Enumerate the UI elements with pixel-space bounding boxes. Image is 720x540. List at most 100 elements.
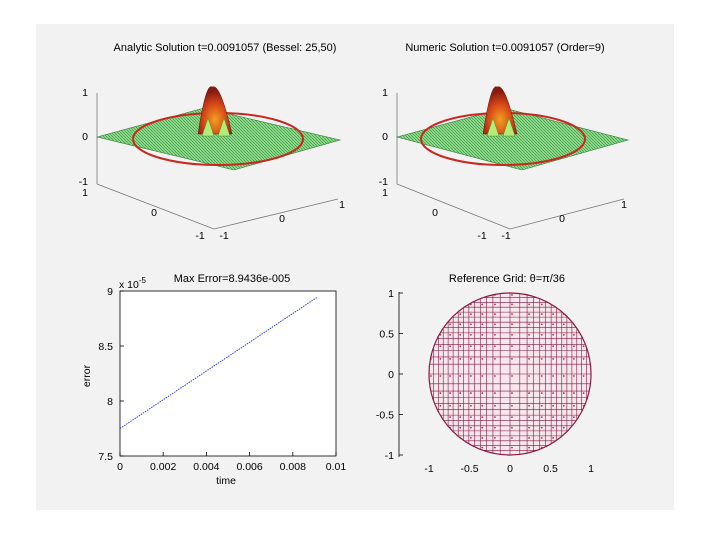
grid-node	[572, 358, 575, 360]
grid-node	[552, 416, 555, 419]
grid-node	[469, 333, 472, 336]
grid-node	[469, 436, 472, 439]
y-tick-label: 0	[388, 369, 394, 381]
x-tick-label: 0.008	[280, 461, 306, 473]
grid-node	[439, 404, 442, 407]
grid-node	[528, 416, 530, 419]
grid-node	[572, 404, 575, 407]
grid-node	[459, 426, 462, 429]
grid-node	[481, 416, 484, 419]
grid-node	[552, 345, 555, 348]
grid-node	[494, 323, 496, 326]
z-tick: 0	[82, 131, 88, 143]
x-tick: 1	[621, 199, 627, 211]
grid-node	[552, 358, 555, 360]
y-tick-label: -1	[385, 450, 394, 462]
grid-node	[481, 303, 484, 306]
y-tick: -1	[195, 230, 204, 242]
y-tick-label: 7.5	[98, 451, 113, 463]
grid-node	[449, 358, 452, 360]
grid-node	[449, 392, 452, 394]
grid-node	[449, 333, 452, 336]
x-tick-label: 0.004	[193, 461, 219, 473]
y-tick: 1	[382, 187, 388, 199]
z-tick: 1	[382, 87, 388, 99]
grid-node	[494, 333, 496, 336]
grid-node	[481, 404, 484, 407]
y-tick-label: 8	[107, 396, 113, 408]
surface-axes-numeric: 1 0 -1 1 0 -1 -1 0 1	[379, 87, 627, 242]
x-tick-label: 0.5	[543, 463, 558, 475]
grid-node	[439, 358, 442, 360]
grid-node	[481, 426, 484, 429]
grid-node	[528, 426, 530, 429]
grid-node	[511, 446, 513, 449]
solution-trough	[201, 117, 231, 137]
grid-node	[562, 404, 565, 407]
grid-node	[430, 375, 432, 377]
grid-node	[449, 323, 452, 326]
grid-node	[469, 392, 472, 394]
grid-node	[552, 426, 555, 429]
grid-node	[528, 358, 530, 360]
grid-node	[494, 358, 496, 360]
surface-axes-analytic: 1 0 -1 1 0 -1 -1 0 1	[79, 87, 345, 242]
grid-node	[540, 392, 543, 394]
grid-node	[540, 436, 543, 439]
grid-node	[459, 323, 462, 326]
x-axis-label: time	[216, 475, 236, 487]
grid-node	[511, 404, 513, 407]
grid-node	[459, 358, 462, 360]
x-tick: -1	[501, 230, 510, 242]
z-tick: -1	[379, 176, 388, 188]
grid-node	[552, 436, 555, 439]
grid-node	[481, 345, 484, 348]
z-tick: 1	[82, 87, 88, 99]
grid-node	[511, 358, 513, 360]
grid-node	[511, 345, 513, 348]
y-tick-label: 8.5	[98, 341, 113, 353]
x-tick: 0	[559, 213, 565, 225]
grid-node	[449, 375, 452, 377]
disk-boundary	[428, 292, 592, 456]
grid-node	[572, 333, 575, 336]
y-tick-label: 0.5	[379, 329, 394, 341]
grid-node	[494, 436, 496, 439]
grid-node	[469, 323, 472, 326]
x-tick: 0	[279, 213, 285, 225]
grid-node	[469, 375, 472, 377]
grid-node	[469, 313, 472, 316]
grid-node	[582, 392, 585, 394]
grid-node	[562, 333, 565, 336]
grid-node	[494, 345, 496, 348]
grid-node	[511, 294, 513, 296]
grid-node	[511, 323, 513, 326]
grid-node	[540, 323, 543, 326]
figure-svg: Analytic Solution t=0.0091057 (Bessel: 2…	[79, 42, 630, 487]
grid-node	[540, 345, 543, 348]
grid-node	[540, 313, 543, 316]
grid-node	[562, 375, 565, 377]
grid-node	[449, 416, 452, 419]
grid-node	[528, 333, 530, 336]
grid-node	[439, 375, 442, 377]
grid-node	[582, 345, 585, 348]
y-tick-label: 1	[388, 288, 394, 300]
grid-node	[511, 392, 513, 394]
grid-node	[552, 323, 555, 326]
grid-node	[562, 345, 565, 348]
grid-node	[494, 375, 496, 377]
grid-node	[528, 323, 530, 326]
grid-node	[552, 404, 555, 407]
grid-node	[494, 392, 496, 394]
grid-node	[540, 426, 543, 429]
panel-error: Max Error=8.9436e-005 x 10-5 error time …	[81, 273, 346, 487]
grid-node	[540, 303, 543, 306]
grid-node	[582, 375, 585, 377]
grid-node	[481, 436, 484, 439]
grid-node	[459, 404, 462, 407]
panel-analytic: Analytic Solution t=0.0091057 (Bessel: 2…	[79, 42, 345, 242]
grid-node	[572, 375, 575, 377]
x-tick-label: -1	[424, 463, 433, 475]
grid-node	[511, 333, 513, 336]
